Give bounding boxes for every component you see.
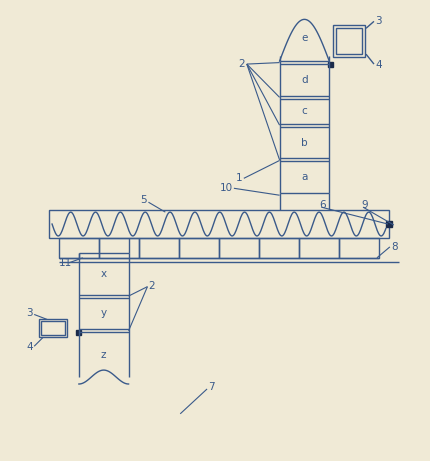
- Text: 2: 2: [238, 59, 244, 69]
- Bar: [41, 321, 65, 335]
- Bar: [332, 25, 364, 57]
- Text: e: e: [301, 33, 307, 43]
- Text: 11: 11: [59, 258, 72, 268]
- Text: 3: 3: [27, 308, 33, 319]
- Text: y: y: [101, 308, 107, 319]
- Text: b: b: [301, 137, 307, 148]
- Text: 4: 4: [374, 60, 381, 70]
- Bar: [298, 238, 338, 258]
- Bar: [335, 28, 361, 54]
- Text: x: x: [101, 269, 107, 279]
- Bar: [59, 238, 99, 258]
- Bar: [49, 210, 388, 238]
- Text: 9: 9: [360, 200, 367, 210]
- Text: 3: 3: [374, 16, 381, 26]
- Bar: [138, 238, 178, 258]
- Text: 7: 7: [208, 382, 214, 392]
- Bar: [328, 62, 332, 67]
- Text: 4: 4: [27, 342, 33, 352]
- Text: 1: 1: [236, 173, 242, 183]
- Text: c: c: [301, 106, 307, 116]
- Text: 2: 2: [148, 281, 155, 290]
- Bar: [178, 238, 218, 258]
- Text: 6: 6: [319, 200, 325, 210]
- Text: a: a: [301, 172, 307, 183]
- Text: d: d: [301, 75, 307, 85]
- Bar: [99, 238, 138, 258]
- Text: 10: 10: [219, 183, 232, 193]
- Bar: [258, 238, 298, 258]
- Bar: [218, 238, 258, 258]
- Bar: [385, 221, 391, 227]
- Bar: [338, 238, 378, 258]
- Text: 5: 5: [140, 195, 147, 205]
- Text: z: z: [101, 350, 106, 360]
- Text: 8: 8: [390, 242, 396, 252]
- Bar: [39, 319, 67, 337]
- Bar: [76, 331, 81, 335]
